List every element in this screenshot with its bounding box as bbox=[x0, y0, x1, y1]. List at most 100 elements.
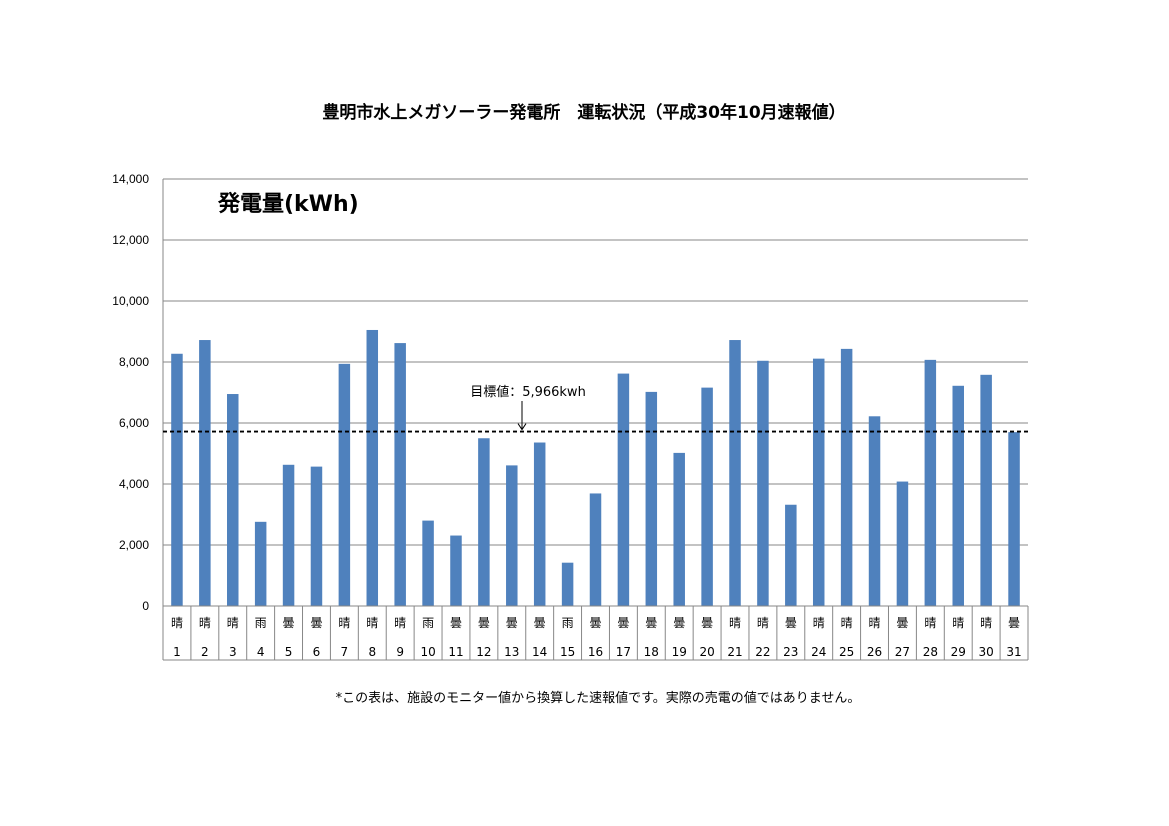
bars bbox=[171, 330, 1020, 606]
weather-label: 曇 bbox=[450, 616, 462, 630]
bar bbox=[255, 522, 267, 606]
weather-label: 曇 bbox=[506, 616, 518, 630]
day-label: 10 bbox=[420, 645, 435, 659]
weather-label: 晴 bbox=[171, 616, 183, 630]
bar bbox=[478, 438, 490, 606]
day-label: 1 bbox=[173, 645, 181, 659]
weather-label: 晴 bbox=[366, 616, 378, 630]
day-label: 3 bbox=[229, 645, 237, 659]
weather-label: 曇 bbox=[589, 616, 601, 630]
y-tick-label: 6,000 bbox=[119, 416, 149, 430]
weather-label: 曇 bbox=[478, 616, 490, 630]
day-label: 30 bbox=[979, 645, 994, 659]
y-tick-label: 10,000 bbox=[112, 294, 149, 308]
weather-label: 曇 bbox=[673, 616, 685, 630]
day-label: 26 bbox=[867, 645, 882, 659]
bar bbox=[311, 467, 323, 606]
bar bbox=[980, 375, 992, 606]
chart-inner-label: 発電量(kWh) bbox=[217, 192, 359, 217]
weather-label: 晴 bbox=[841, 616, 853, 630]
day-label: 18 bbox=[644, 645, 659, 659]
day-label: 2 bbox=[201, 645, 209, 659]
bar bbox=[227, 394, 239, 606]
day-label: 22 bbox=[755, 645, 770, 659]
weather-label: 雨 bbox=[562, 616, 574, 630]
bar bbox=[562, 563, 574, 606]
weather-label: 曇 bbox=[645, 616, 657, 630]
bar bbox=[869, 416, 881, 606]
bar bbox=[367, 330, 379, 606]
bar bbox=[757, 361, 769, 606]
weather-label: 曇 bbox=[310, 616, 322, 630]
bar bbox=[701, 388, 713, 606]
category-table: 晴 1 晴 2 晴 3 雨 4 曇 5 曇 6 晴 7 晴 8 晴 9 雨 10 曇 11 曇 12 曇 13 曇 14 雨 15 曇 16 曇… bbox=[163, 606, 1028, 660]
weather-label: 曇 bbox=[283, 616, 295, 630]
bar bbox=[171, 354, 183, 606]
y-tick-label: 8,000 bbox=[119, 355, 149, 369]
day-label: 21 bbox=[727, 645, 742, 659]
footnote: *この表は、施設のモニター値から換算した速報値です。実際の売電の値ではありません… bbox=[336, 690, 861, 706]
weather-label: 曇 bbox=[896, 616, 908, 630]
weather-label: 雨 bbox=[422, 616, 434, 630]
day-label: 9 bbox=[396, 645, 404, 659]
day-label: 4 bbox=[257, 645, 265, 659]
weather-label: 晴 bbox=[952, 616, 964, 630]
bar bbox=[199, 340, 211, 606]
chart-title: 豊明市水上メガソーラー発電所 運転状況（平成30年10月速報値） bbox=[322, 102, 845, 123]
day-label: 11 bbox=[448, 645, 463, 659]
weather-label: 晴 bbox=[338, 616, 350, 630]
y-tick-label: 2,000 bbox=[119, 538, 149, 552]
weather-label: 曇 bbox=[785, 616, 797, 630]
day-label: 28 bbox=[923, 645, 938, 659]
day-label: 5 bbox=[285, 645, 293, 659]
bar bbox=[394, 343, 406, 606]
y-axis: 0 2,000 4,000 6,000 8,000 10,000 12,000 14,000 bbox=[112, 172, 163, 613]
day-label: 25 bbox=[839, 645, 854, 659]
day-label: 13 bbox=[504, 645, 519, 659]
bar bbox=[646, 392, 658, 606]
bar bbox=[1008, 432, 1020, 606]
day-label: 24 bbox=[811, 645, 826, 659]
day-label: 19 bbox=[672, 645, 687, 659]
weather-label: 晴 bbox=[757, 616, 769, 630]
bar bbox=[450, 536, 462, 606]
y-tick-label: 0 bbox=[142, 599, 149, 613]
weather-label: 晴 bbox=[394, 616, 406, 630]
weather-label: 曇 bbox=[534, 616, 546, 630]
day-label: 8 bbox=[368, 645, 376, 659]
day-label: 23 bbox=[783, 645, 798, 659]
bar bbox=[785, 505, 797, 606]
weather-label: 曇 bbox=[701, 616, 713, 630]
day-label: 7 bbox=[341, 645, 349, 659]
weather-label: 晴 bbox=[980, 616, 992, 630]
day-label: 29 bbox=[951, 645, 966, 659]
weather-label: 雨 bbox=[255, 616, 267, 630]
day-label: 17 bbox=[616, 645, 631, 659]
bar bbox=[925, 360, 937, 606]
weather-label: 晴 bbox=[924, 616, 936, 630]
target-line-group: 目標値：5,966kwh bbox=[163, 384, 1028, 432]
weather-label: 晴 bbox=[729, 616, 741, 630]
weather-label: 曇 bbox=[1008, 616, 1020, 630]
day-label: 6 bbox=[313, 645, 321, 659]
bar bbox=[618, 374, 630, 606]
day-label: 27 bbox=[895, 645, 910, 659]
weather-label: 曇 bbox=[617, 616, 629, 630]
y-tick-label: 4,000 bbox=[119, 477, 149, 491]
day-label: 20 bbox=[699, 645, 714, 659]
bar bbox=[590, 493, 602, 606]
y-tick-label: 12,000 bbox=[112, 233, 149, 247]
weather-label: 晴 bbox=[813, 616, 825, 630]
day-label: 14 bbox=[532, 645, 547, 659]
bar bbox=[534, 443, 546, 606]
bar bbox=[506, 465, 517, 606]
bar bbox=[729, 340, 741, 606]
day-label: 12 bbox=[476, 645, 491, 659]
weather-label: 晴 bbox=[869, 616, 881, 630]
bar bbox=[283, 465, 295, 606]
bar bbox=[952, 386, 964, 606]
bar bbox=[897, 482, 909, 606]
bar bbox=[673, 453, 685, 606]
bar bbox=[841, 349, 853, 606]
